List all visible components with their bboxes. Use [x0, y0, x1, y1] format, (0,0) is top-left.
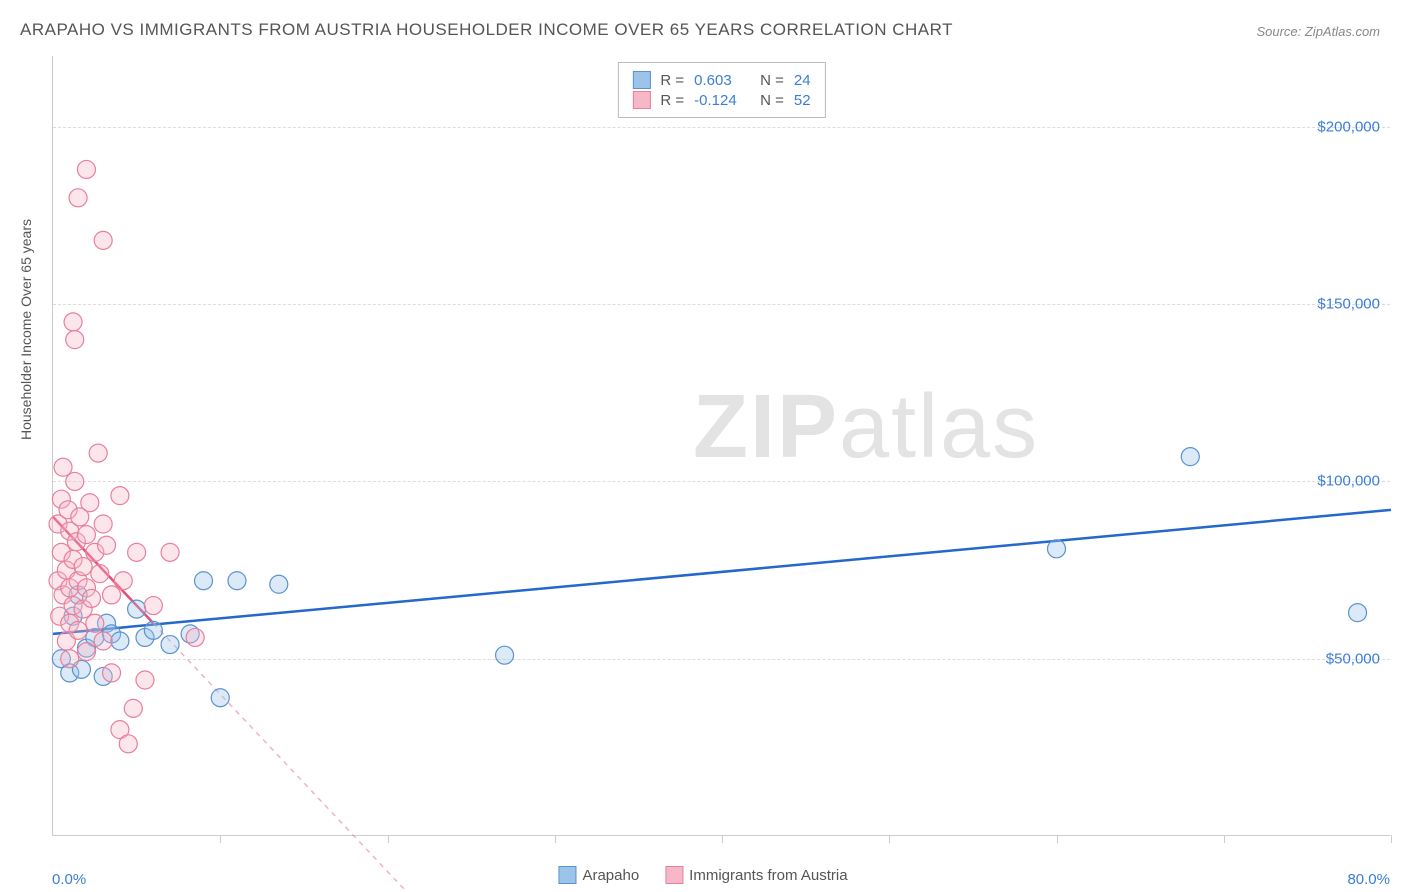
- r-label: R =: [660, 92, 684, 109]
- data-point: [66, 331, 84, 349]
- r-value: -0.124: [694, 92, 750, 109]
- data-point: [94, 632, 112, 650]
- data-point: [211, 689, 229, 707]
- data-point: [89, 444, 107, 462]
- data-point: [119, 735, 137, 753]
- legend-series-item: Immigrants from Austria: [665, 866, 847, 884]
- data-point: [91, 565, 109, 583]
- trend-line-dashed: [153, 623, 437, 892]
- data-point: [111, 487, 129, 505]
- data-point: [161, 636, 179, 654]
- data-point: [94, 515, 112, 533]
- x-tick: [1224, 835, 1225, 843]
- data-point: [128, 543, 146, 561]
- data-point: [144, 597, 162, 615]
- data-point: [86, 614, 104, 632]
- data-point: [77, 160, 95, 178]
- data-point: [161, 543, 179, 561]
- r-value: 0.603: [694, 72, 750, 89]
- data-point: [69, 621, 87, 639]
- data-point: [270, 575, 288, 593]
- n-label: N =: [760, 72, 784, 89]
- legend-label: Immigrants from Austria: [689, 867, 847, 884]
- x-tick: [1391, 835, 1392, 843]
- data-point: [124, 699, 142, 717]
- data-point: [228, 572, 246, 590]
- legend-series-item: Arapaho: [558, 866, 639, 884]
- source-attribution: Source: ZipAtlas.com: [1256, 24, 1380, 39]
- x-tick: [889, 835, 890, 843]
- x-tick: [722, 835, 723, 843]
- data-point: [496, 646, 514, 664]
- data-point: [66, 472, 84, 490]
- x-tick: [1057, 835, 1058, 843]
- r-label: R =: [660, 72, 684, 89]
- data-point: [98, 536, 116, 554]
- legend-label: Arapaho: [582, 867, 639, 884]
- legend-swatch: [632, 91, 650, 109]
- scatter-plot-svg: [53, 56, 1390, 835]
- data-point: [195, 572, 213, 590]
- data-point: [103, 664, 121, 682]
- x-axis-min-label: 0.0%: [52, 871, 86, 888]
- data-point: [136, 671, 154, 689]
- n-label: N =: [760, 92, 784, 109]
- legend-correlation-row: R = 0.603 N = 24: [632, 71, 810, 89]
- data-point: [1349, 604, 1367, 622]
- data-point: [69, 189, 87, 207]
- n-value: 24: [794, 72, 811, 89]
- legend-series: Arapaho Immigrants from Austria: [558, 866, 847, 884]
- data-point: [1181, 448, 1199, 466]
- data-point: [77, 526, 95, 544]
- chart-plot-area: ZIPatlas $50,000$100,000$150,000$200,000…: [52, 56, 1390, 836]
- x-tick: [220, 835, 221, 843]
- data-point: [1048, 540, 1066, 558]
- legend-swatch: [632, 71, 650, 89]
- legend-correlation: R = 0.603 N = 24 R = -0.124 N = 52: [617, 62, 825, 118]
- data-point: [64, 313, 82, 331]
- legend-swatch: [665, 866, 683, 884]
- data-point: [114, 572, 132, 590]
- n-value: 52: [794, 92, 811, 109]
- data-point: [186, 628, 204, 646]
- data-point: [128, 600, 146, 618]
- x-tick: [555, 835, 556, 843]
- data-point: [144, 621, 162, 639]
- trend-line: [53, 510, 1391, 634]
- x-axis-max-label: 80.0%: [1347, 871, 1390, 888]
- data-point: [111, 632, 129, 650]
- legend-swatch: [558, 866, 576, 884]
- data-point: [61, 650, 79, 668]
- chart-title: ARAPAHO VS IMMIGRANTS FROM AUSTRIA HOUSE…: [20, 20, 953, 40]
- x-tick: [388, 835, 389, 843]
- data-point: [94, 231, 112, 249]
- data-point: [81, 494, 99, 512]
- data-point: [82, 589, 100, 607]
- data-point: [77, 643, 95, 661]
- legend-correlation-row: R = -0.124 N = 52: [632, 91, 810, 109]
- y-axis-label: Householder Income Over 65 years: [18, 219, 34, 440]
